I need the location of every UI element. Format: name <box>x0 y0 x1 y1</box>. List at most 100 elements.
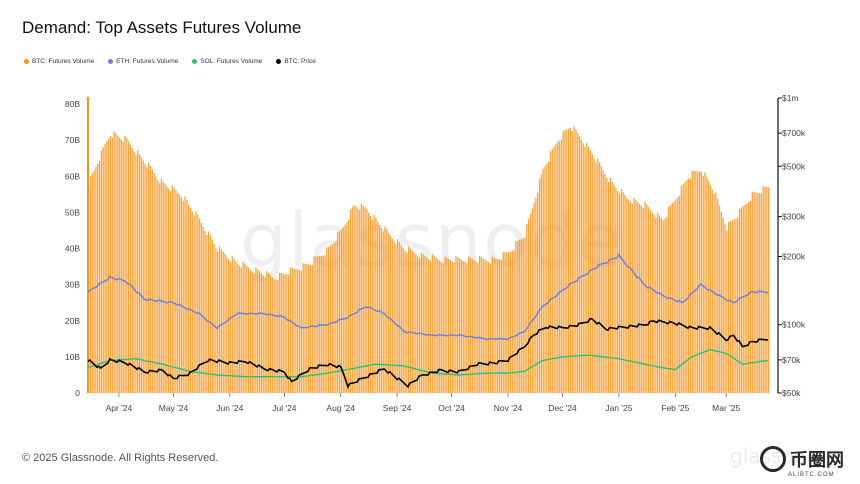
btc-volume-bar <box>651 212 653 393</box>
btc-volume-bar <box>111 137 113 393</box>
btc-volume-bar <box>297 269 299 393</box>
legend-swatch-sol-volume <box>192 59 198 64</box>
btc-volume-bar <box>135 154 137 393</box>
btc-volume-bar <box>308 264 310 393</box>
btc-volume-bar <box>760 193 763 393</box>
btc-volume-bar <box>473 260 475 393</box>
btc-volume-bar <box>611 181 613 393</box>
btc-volume-bar <box>146 167 148 393</box>
btc-volume-bar <box>306 264 308 393</box>
y-right-tick-label: $500k <box>782 161 806 171</box>
legend-item-eth-volume[interactable]: ETH: Futures Volume <box>108 58 178 65</box>
x-tick-label: Feb '25 <box>661 403 689 413</box>
btc-volume-bar <box>553 146 555 393</box>
btc-volume-bar <box>749 200 752 393</box>
btc-volume-bar <box>637 201 639 393</box>
btc-volume-bar <box>388 232 390 393</box>
btc-volume-bar <box>358 210 361 393</box>
y-right-tick-label: $300k <box>782 212 806 222</box>
x-tick-label: Dec '24 <box>548 403 577 413</box>
btc-volume-bar <box>426 257 428 393</box>
btc-volume-bar <box>98 161 101 393</box>
btc-volume-bar <box>528 218 530 393</box>
y-left-tick-label: 20B <box>65 316 80 326</box>
btc-volume-bar <box>635 200 637 393</box>
btc-volume-bar <box>104 144 106 393</box>
btc-volume-bar <box>649 209 652 393</box>
btc-volume-bar <box>646 204 648 393</box>
btc-volume-bar <box>408 246 410 393</box>
btc-volume-bar <box>91 173 93 393</box>
btc-volume-bar <box>400 244 403 393</box>
btc-volume-bar <box>638 203 641 393</box>
btc-volume-bar <box>766 186 768 393</box>
btc-volume-bar <box>764 186 766 393</box>
btc-volume-bar <box>373 214 375 393</box>
btc-volume-bar <box>531 208 533 393</box>
btc-volume-bar <box>353 204 355 393</box>
btc-volume-bar <box>762 186 764 393</box>
legend-item-sol-volume[interactable]: SOL: Futures Volume <box>192 58 262 65</box>
x-tick-label: Apr '24 <box>106 403 133 413</box>
btc-volume-bar <box>197 214 199 393</box>
btc-volume-bar <box>324 255 326 393</box>
btc-volume-bar <box>658 215 661 393</box>
btc-volume-bar <box>471 259 473 393</box>
btc-volume-bar <box>486 260 488 393</box>
btc-volume-bar <box>369 215 372 393</box>
btc-volume-bar <box>364 207 366 393</box>
btc-volume-bar <box>344 224 346 393</box>
btc-volume-bar <box>228 259 230 393</box>
btc-volume-bar <box>380 228 383 393</box>
btc-volume-bar <box>735 218 737 393</box>
btc-volume-bar <box>266 271 268 393</box>
btc-volume-bar <box>189 207 192 393</box>
btc-volume-bar <box>548 161 550 393</box>
btc-volume-bar <box>313 256 315 393</box>
btc-volume-bar <box>455 255 457 393</box>
btc-volume-bar <box>568 128 570 393</box>
btc-volume-bar <box>348 219 350 393</box>
btc-volume-bar <box>277 279 279 393</box>
btc-volume-bar <box>628 200 630 393</box>
badge-text: 币圈网 <box>790 450 844 470</box>
btc-volume-bar <box>626 198 628 393</box>
btc-volume-bar <box>609 178 612 393</box>
btc-volume-bar <box>422 254 424 393</box>
btc-volume-bar <box>331 244 333 393</box>
btc-volume-bar <box>746 203 748 393</box>
y-left-tick-label: 80B <box>65 99 80 109</box>
btc-volume-bar <box>415 254 417 393</box>
btc-volume-bar <box>184 196 186 393</box>
btc-volume-bar <box>417 256 419 393</box>
btc-volume-bar <box>508 252 510 393</box>
btc-volume-bar <box>395 244 397 393</box>
legend-item-btc-volume[interactable]: BTC: Futures Volume <box>24 58 94 65</box>
btc-volume-bar <box>624 195 626 393</box>
legend-item-btc-price[interactable]: BTC: Price <box>276 58 316 65</box>
btc-volume-bar <box>149 166 152 393</box>
btc-volume-bar <box>251 271 253 393</box>
btc-volume-bar <box>148 162 150 393</box>
btc-volume-bar <box>451 261 453 393</box>
btc-volume-bar <box>237 263 239 393</box>
btc-volume-bar <box>660 217 663 393</box>
btc-volume-bar <box>393 241 395 393</box>
btc-volume-bar <box>397 239 399 393</box>
btc-volume-bar <box>520 238 523 393</box>
btc-volume-bar <box>375 218 377 393</box>
y-right-tick-label: $1m <box>782 93 799 103</box>
btc-volume-bar <box>477 262 479 393</box>
btc-volume-bar <box>224 254 226 393</box>
btc-volume-bar <box>738 209 741 393</box>
x-tick-label: Oct '24 <box>438 403 465 413</box>
btc-volume-bar <box>418 258 421 393</box>
btc-volume-bar <box>97 163 99 393</box>
btc-volume-bar <box>597 158 599 393</box>
btc-volume-bar <box>560 139 563 393</box>
btc-volume-bar <box>346 222 348 393</box>
btc-volume-bar <box>429 260 432 393</box>
btc-volume-bar <box>128 141 130 393</box>
x-tick-label: Jan '25 <box>605 403 632 413</box>
btc-volume-bar <box>226 256 228 393</box>
